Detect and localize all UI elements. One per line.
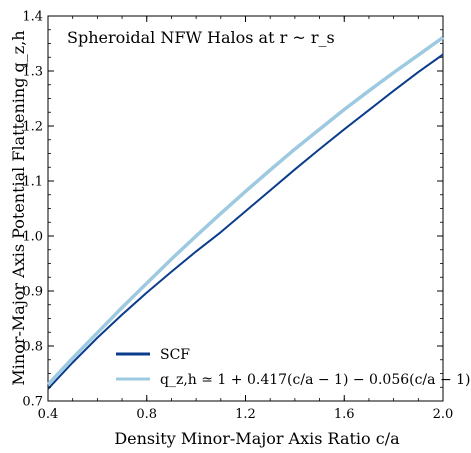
series-layer — [46, 36, 445, 390]
x-tick-label: 1.6 — [334, 407, 355, 422]
x-tick-label: 0.4 — [38, 407, 59, 422]
x-tick-label: 1.2 — [235, 407, 256, 422]
x-axis-label: Density Minor-Major Axis Ratio c/a — [114, 429, 400, 448]
series-line-scf — [47, 53, 444, 390]
y-tick-label: 0.9 — [22, 285, 43, 300]
legend-label-scf: SCF — [160, 347, 190, 363]
ticks-layer: 0.4 0.8 1.2 1.6 2.0 0.7 0.8 0.9 1.0 1.1 1.2 1.3 1.4 — [22, 10, 453, 423]
y-tick-label: 1.0 — [22, 230, 43, 245]
y-tick-label: 1.3 — [22, 65, 43, 80]
legend: SCF q_z,h ≃ 1 + 0.417(c/a − 1) − 0.056(c… — [116, 347, 471, 388]
series-line-fit — [46, 36, 445, 386]
y-axis-label: Minor-Major Axis Potential Flattening q_… — [9, 30, 28, 385]
annotation-text: Spheroidal NFW Halos at r ~ r_s — [67, 28, 335, 47]
y-tick-label: 0.7 — [22, 395, 43, 410]
y-tick-label: 1.1 — [22, 175, 43, 190]
x-tick-label: 0.8 — [136, 407, 157, 422]
x-tick-label: 2.0 — [433, 407, 454, 422]
chart-annotation: Spheroidal NFW Halos at r ~ r_s — [67, 28, 335, 47]
legend-label-fit: q_z,h ≃ 1 + 0.417(c/a − 1) − 0.056(c/a −… — [160, 372, 471, 388]
y-tick-label: 1.2 — [22, 120, 43, 135]
y-tick-label: 1.4 — [22, 10, 43, 25]
y-tick-label: 0.8 — [22, 340, 43, 355]
